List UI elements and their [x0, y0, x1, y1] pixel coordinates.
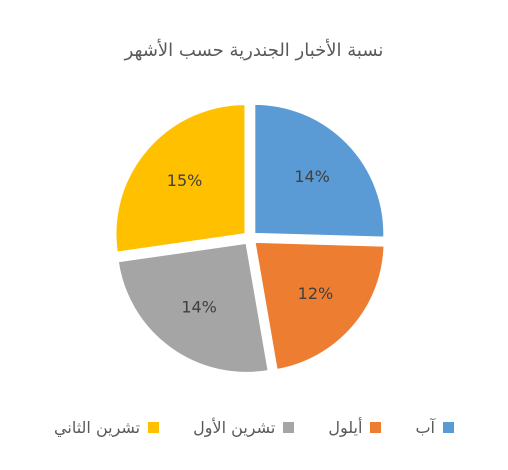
pie-slice-3 [116, 241, 270, 374]
legend-swatch [370, 422, 382, 433]
data-label-2: 12% [298, 284, 334, 303]
legend-swatch [442, 422, 454, 433]
data-label-1: 14% [294, 167, 330, 186]
legend-label: آب [415, 418, 435, 437]
legend-item-2: أيلول [328, 418, 382, 437]
legend-swatch [283, 422, 295, 433]
pie-slice-1 [253, 102, 386, 239]
legend-label: أيلول [328, 418, 363, 437]
legend-swatch [148, 422, 160, 433]
legend-item-4: تشرين الثاني [54, 418, 160, 437]
legend-item-3: تشرين الأول [193, 418, 295, 437]
legend-label: تشرين الأول [193, 418, 276, 437]
data-label-3: 14% [181, 298, 217, 317]
legend: آب أيلول تشرين الأول تشرين الثاني [0, 418, 508, 437]
legend-item-1: آب [415, 418, 454, 437]
chart-title: نسبة الأخبار الجندرية حسب الأشهر [124, 40, 384, 61]
pie-slice-4 [114, 103, 247, 254]
data-label-4: 15% [167, 171, 203, 190]
legend-label: تشرين الثاني [54, 418, 141, 437]
pie-slice-2 [253, 240, 386, 372]
